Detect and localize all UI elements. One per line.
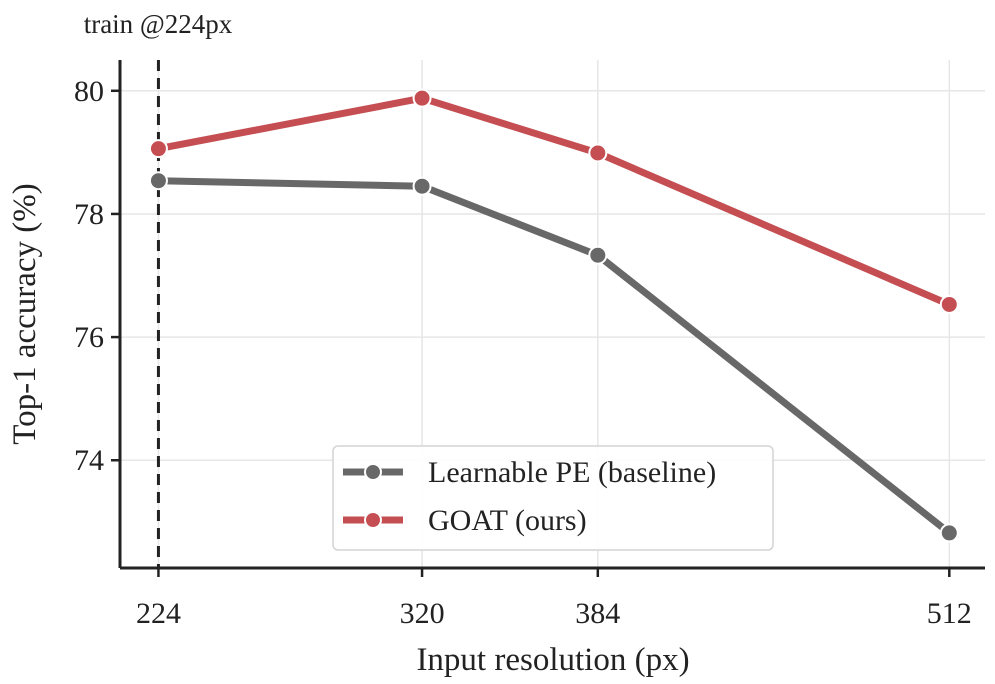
data-point-goat [412,88,432,108]
y-axis-title: Top-1 accuracy (%) [7,183,43,445]
y-axis-ticks: 74 76 78 80 [74,75,120,477]
data-point-baseline [148,171,168,191]
y-tick-label: 80 [74,75,104,108]
legend-label-baseline: Learnable PE (baseline) [428,456,716,489]
legend-marker-baseline [364,463,382,481]
data-point-baseline [939,523,959,543]
x-tick-label: 384 [575,597,620,630]
x-axis-ticks: 224 320 384 512 [136,568,972,630]
data-point-goat [148,139,168,159]
data-point-goat [939,294,959,314]
y-tick-label: 76 [74,321,104,354]
legend-frame [332,445,774,551]
x-axis-title: Input resolution (px) [416,642,689,678]
legend-entry-goat: GOAT (ours) [343,504,587,537]
legend-label-goat: GOAT (ours) [428,504,587,537]
y-tick-label: 78 [74,198,104,231]
annotation-label: train @224px [84,9,233,39]
x-tick-label: 512 [927,597,972,630]
series-lines [148,88,959,543]
series-line-baseline [154,177,953,537]
legend-marker-goat [364,511,382,529]
legend: Learnable PE (baseline) GOAT (ours) [332,445,774,551]
x-tick-label: 224 [136,597,181,630]
axis-spines [118,60,985,570]
data-point-goat [588,143,608,163]
x-tick-label: 320 [400,597,445,630]
data-point-baseline [412,176,432,196]
y-tick-label: 74 [74,444,104,477]
legend-entry-baseline: Learnable PE (baseline) [343,456,716,489]
series-line-goat [154,94,953,308]
data-point-baseline [588,245,608,265]
